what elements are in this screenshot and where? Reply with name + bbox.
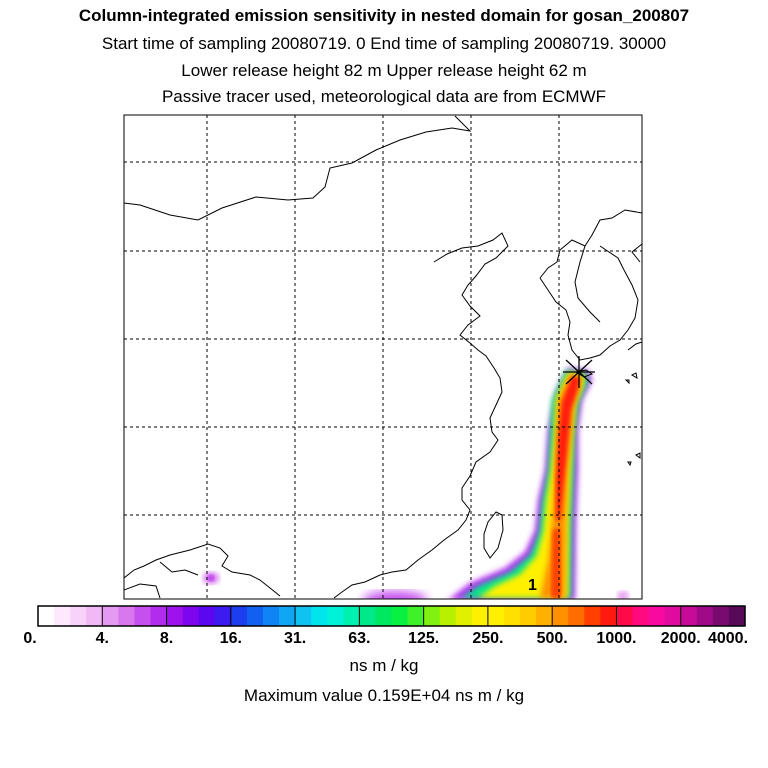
colorbar-segment <box>664 606 682 626</box>
plume-south-blob <box>363 591 427 599</box>
release-height-line: Lower release height 82 m Upper release … <box>181 61 587 80</box>
colorbar-segment <box>568 606 585 626</box>
colorbar-segment <box>536 606 553 626</box>
colorbar-tick-label: 125. <box>408 630 440 647</box>
ryukyu-islet-2 <box>624 379 630 385</box>
plume-red-core <box>556 376 580 520</box>
colorbar-units: ns m / kg <box>349 656 419 675</box>
colorbar-segment <box>311 606 328 626</box>
colorbar-segment <box>680 606 698 626</box>
colorbar-segment <box>439 606 457 626</box>
colorbar-segment <box>391 606 409 626</box>
colorbar-tick-label: 63. <box>348 630 371 647</box>
colorbar-tick-label: 8. <box>159 630 174 647</box>
colorbar-segment <box>134 606 151 626</box>
colorbar-segment <box>343 606 360 626</box>
colorbar-tick-label: 0. <box>23 630 37 647</box>
japan-coast <box>631 243 642 263</box>
colorbar-segment <box>262 606 280 626</box>
colorbar-tick-label: 4. <box>95 630 109 647</box>
colorbar-segment <box>455 606 473 626</box>
colorbar-segment <box>295 606 312 626</box>
colorbar-segment <box>648 606 666 626</box>
colorbar-segment <box>375 606 392 626</box>
colorbar-segment <box>600 606 617 626</box>
colorbar-segment <box>503 606 521 626</box>
tracer-info-line: Passive tracer used, meteorological data… <box>161 87 607 106</box>
colorbar-tick-label: 31. <box>283 630 307 647</box>
colorbar-tick-label: 2000. <box>660 630 701 647</box>
jeju-island <box>574 369 594 378</box>
colorbar-segment <box>182 606 200 626</box>
colorbar-segment <box>696 606 714 626</box>
map-frame <box>123 114 643 600</box>
colorbar-segment <box>70 606 87 626</box>
graticule <box>124 115 642 599</box>
kyushu-coast <box>627 341 642 351</box>
plume-red-lower <box>551 528 561 598</box>
maximum-value-line: Maximum value 0.159E+04 ns m / kg <box>243 686 525 705</box>
northeast-border <box>539 209 642 279</box>
colorbar-segment <box>86 606 103 626</box>
ryukyu-islet-1 <box>630 372 638 380</box>
colorbar-segment <box>423 606 441 626</box>
colorbar-segment <box>359 606 376 626</box>
colorbar-segment <box>279 606 296 626</box>
colorbar-segment <box>150 606 168 626</box>
colorbar-segment <box>584 606 601 626</box>
colorbar-segment <box>214 606 232 626</box>
colorbar-segment <box>118 606 135 626</box>
colorbar-segment <box>471 606 489 626</box>
coastlines <box>124 115 642 599</box>
plume-east-spot <box>617 591 629 599</box>
colorbar-segment <box>728 606 746 626</box>
inner-border <box>159 561 199 576</box>
colorbar-segment <box>102 606 119 626</box>
korea-inner <box>574 245 601 323</box>
mainland-coast <box>333 232 509 599</box>
korea-coast <box>539 245 639 361</box>
colorbar-tick-label: 1000. <box>596 630 637 647</box>
sampling-time-line: Start time of sampling 20080719. 0 End t… <box>101 34 667 53</box>
map-panel: 1 <box>124 115 642 599</box>
colorbar-segment <box>38 606 55 626</box>
colorbar-segment <box>407 606 425 626</box>
vietnam-border <box>124 583 161 599</box>
colorbar-tick-label: 500. <box>536 630 568 647</box>
ryukyu-islet-4 <box>627 461 632 467</box>
colorbar-segment <box>166 606 184 626</box>
colorbar-segment <box>712 606 730 626</box>
southern-border <box>124 543 281 597</box>
plume-west-spot-core <box>208 575 214 581</box>
north-border <box>124 115 472 221</box>
colorbar-segment <box>552 606 569 626</box>
colorbar-segment <box>520 606 537 626</box>
colorbar-tick-label: 250. <box>472 630 504 647</box>
taiwan <box>483 511 504 559</box>
release-site-star <box>563 356 595 388</box>
colorbar-segment <box>632 606 650 626</box>
ryukyu-islet-3 <box>635 452 641 459</box>
contour-label: 1 <box>528 577 537 594</box>
colorbar-segment <box>327 606 344 626</box>
colorbar <box>38 606 746 626</box>
colorbar-frame <box>37 605 746 627</box>
colorbar-tick-label: 4000. <box>707 630 749 647</box>
colorbar-segment <box>230 606 248 626</box>
colorbar-segment <box>487 606 505 626</box>
colorbar-segment <box>198 606 216 626</box>
colorbar-tick-label: 16. <box>219 630 242 647</box>
colorbar-segment <box>246 606 264 626</box>
sensitivity-plume <box>203 368 629 599</box>
colorbar-segment <box>616 606 634 626</box>
colorbar-segment <box>54 606 71 626</box>
plot-title: Column-integrated emission sensitivity i… <box>78 6 690 25</box>
